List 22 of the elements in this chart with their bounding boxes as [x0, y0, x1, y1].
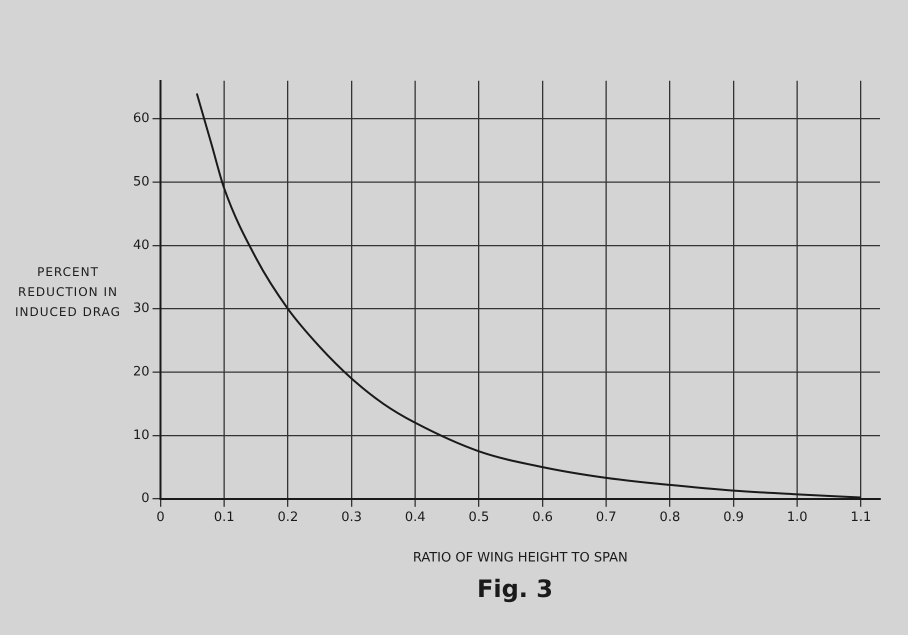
y-tick-label: 20 [132, 364, 150, 380]
x-tick-label: 0.6 [532, 510, 553, 525]
x-tick-label: 0.9 [723, 510, 744, 525]
y-tick-label: 10 [132, 428, 150, 443]
x-tick-label: 0.4 [404, 510, 426, 525]
caption: Fig. 3 [476, 575, 554, 603]
x-tick-label: 1.0 [786, 510, 808, 525]
x-tick-label: 0.8 [660, 510, 680, 525]
y-axis-title: PERCENT REDUCTION IN INDUCED DRAG [14, 264, 122, 321]
x-tick-label: 0.7 [596, 510, 617, 525]
y-tick-label: 30 [132, 301, 150, 316]
x-tick-label: 0.3 [341, 510, 362, 525]
x-axis-title: RATIO OF WING HEIGHT TO SPAN [412, 550, 628, 566]
y-tick-label: 40 [132, 238, 150, 253]
x-tick-label: 0.2 [278, 510, 298, 525]
y-tick-label: 60 [132, 111, 150, 126]
x-tick-label: 0.1 [214, 510, 235, 525]
x-tick-label: 0 [156, 510, 165, 525]
x-tick-label: 0.5 [468, 510, 490, 525]
y-tick-label: 50 [132, 174, 150, 190]
y-tick-label: 0 [141, 491, 150, 506]
x-tick-label: 1.1 [850, 510, 872, 525]
